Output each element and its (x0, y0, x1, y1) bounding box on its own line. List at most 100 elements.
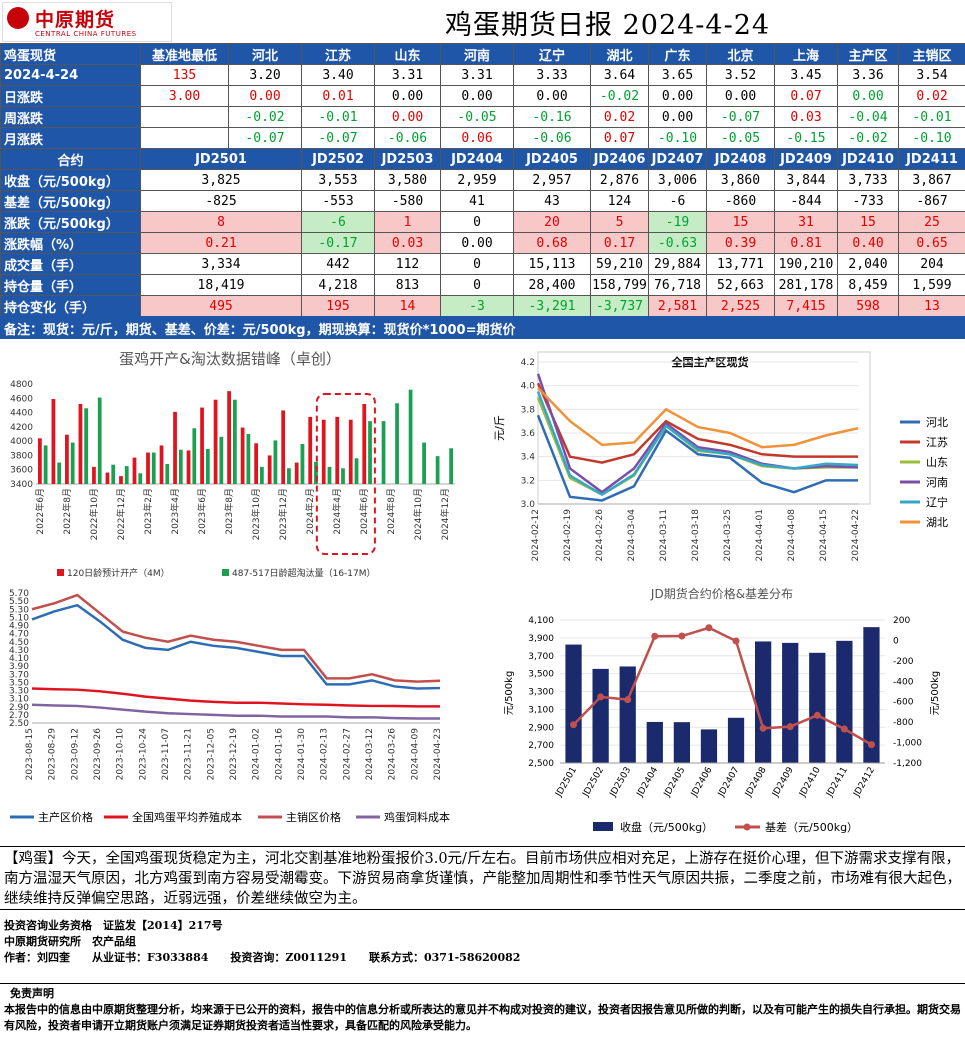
x-tick-label: 2024-02-13 (320, 728, 330, 780)
y-tick-label: 3.4 (521, 453, 536, 463)
futures-cell: -860 (706, 190, 775, 212)
y-tick-label: 3400 (10, 480, 33, 490)
bar (70, 442, 75, 484)
x-tick-label: 2024-02-12 (531, 509, 541, 561)
series-line (31, 703, 440, 720)
y-tick-label: 4000 (10, 437, 33, 447)
spot-cell: 0.06 (440, 127, 514, 149)
x-tick-label: JD2502 (581, 766, 606, 800)
spot-cell: -0.02 (837, 127, 899, 149)
bar (119, 476, 123, 484)
bar (755, 641, 772, 763)
y-tick-label: 3.6 (521, 429, 536, 439)
logo-english: CENTRAL CHINA FUTURES (35, 30, 137, 38)
spot-cell: -0.06 (513, 127, 591, 149)
x-tick-label: 2024-04-23 (433, 728, 443, 780)
data-point (867, 741, 875, 749)
x-tick-label: 2024-03-04 (627, 509, 637, 562)
x-tick-label: JD2412 (852, 766, 877, 800)
bar (165, 464, 170, 484)
bar (84, 408, 89, 484)
bar (232, 399, 237, 484)
x-tick-label: 2024-02-27 (342, 728, 352, 780)
page-title: 鸡蛋期货日报 2024-4-24 (445, 10, 771, 41)
bar (314, 461, 318, 484)
futures-header-cell: JD2409 (774, 148, 838, 170)
futures-row: 基差（元/500kg） -825 -553 -580 41 43 124 -6 -860 -844… (0, 190, 965, 212)
y-tick-label: 3.0 (521, 500, 536, 510)
bar (300, 444, 305, 484)
spot-header-row: 鸡蛋现货 基准地最低 河北 江苏 山东 河南 辽宁 湖北 广东 北京 上海 主产区 主销区 (0, 43, 965, 65)
legend-label: 全国鸡蛋平均养殖成本 (132, 810, 242, 824)
spot-row-label: 日涨跌 (0, 85, 141, 107)
futures-cell: -3,291 (513, 295, 591, 317)
y-tick-label: 2,900 (528, 723, 554, 733)
bar (368, 421, 372, 484)
y2-tick-label: -800 (893, 718, 914, 728)
legend-swatch (593, 822, 613, 831)
y-tick-label: 3,700 (528, 652, 554, 662)
spot-cell: 3.33 (513, 64, 591, 86)
x-tick-label: JD2503 (608, 766, 633, 800)
y2-tick-label: -200 (893, 657, 914, 667)
y2-tick-label: -400 (893, 677, 914, 687)
futures-cell: 0 (440, 253, 514, 275)
spot-cell: -0.01 (898, 106, 965, 128)
bar (200, 407, 204, 484)
x-tick-label: 2024-01-16 (274, 728, 284, 781)
x-tick-label: 2024年10月 (412, 488, 424, 540)
x-tick-label: 2023年2月 (142, 488, 154, 535)
spot-cell: 0.07 (774, 85, 838, 107)
futures-header-cell: JD2410 (837, 148, 899, 170)
x-tick-label: 2024-04-09 (410, 728, 420, 781)
futures-cell: 813 (374, 274, 441, 296)
y2-tick-label: -1,200 (893, 759, 922, 769)
x-tick-label: 2024年6月 (358, 488, 370, 535)
bar (51, 399, 56, 484)
spot-header-cell: 主销区 (898, 43, 965, 65)
y-tick-label: 4.70 (9, 630, 29, 640)
x-tick-label: 2023年12月 (277, 488, 289, 540)
y-tick-label: 3600 (10, 466, 33, 476)
data-point (813, 711, 821, 719)
bar (38, 438, 42, 484)
disclaimer: 免责声明 本报告中的信息由中原期货整理分析，均来源于已公开的资料，报告中的信息分… (0, 983, 965, 1040)
spot-cell: 0.00 (374, 85, 441, 107)
x-tick-label: 2023-11-07 (161, 728, 171, 780)
futures-row: 收盘（元/500kg） 3,825 3,553 3,580 2,959 2,957 2,87… (0, 169, 965, 191)
x-tick-label: 2024-03-12 (365, 728, 375, 780)
x-tick-label: 2024-03-25 (723, 509, 733, 561)
x-tick-label: 2024-03-11 (659, 509, 669, 561)
spot-cell: 3.40 (301, 64, 375, 86)
futures-cell: 13 (898, 295, 965, 317)
spot-cell: -0.02 (590, 85, 649, 107)
futures-header-cell: JD2502 (301, 148, 375, 170)
x-tick-label: 2023-09-26 (93, 728, 103, 781)
bar (78, 404, 83, 484)
legend-label: 收盘（元/500kg） (620, 820, 713, 834)
bar (105, 472, 110, 484)
futures-row: 涨跌幅（%） 0.21 -0.17 0.03 0.00 0.68 0.17 -0.63 0.39… (0, 232, 965, 254)
bar (43, 445, 48, 484)
legend-label: 江苏 (926, 436, 948, 449)
futures-cell: 495 (140, 295, 302, 317)
futures-cell: 14 (374, 295, 441, 317)
spot-row-label: 月涨跌 (0, 127, 141, 149)
bar (92, 466, 96, 484)
spot-cell: -0.07 (228, 127, 302, 149)
futures-cell: -580 (374, 190, 441, 212)
data-point (570, 721, 578, 729)
bar (422, 442, 426, 484)
spot-cell: 3.52 (706, 64, 775, 86)
y-tick-label: 4200 (10, 423, 33, 433)
legend-label: 487-517日龄超淘汰量（16-17M） (232, 567, 376, 579)
y-tick-label: 5.70 (9, 589, 29, 599)
y-tick-label: 3.30 (9, 687, 29, 697)
spot-cell: -0.07 (706, 106, 775, 128)
futures-cell: 13,771 (706, 253, 775, 275)
futures-cell: 0.03 (374, 232, 441, 254)
bar (246, 434, 251, 484)
x-tick-label: JD2411 (825, 766, 850, 800)
bar (673, 722, 690, 763)
futures-cell: 2,581 (648, 295, 707, 317)
